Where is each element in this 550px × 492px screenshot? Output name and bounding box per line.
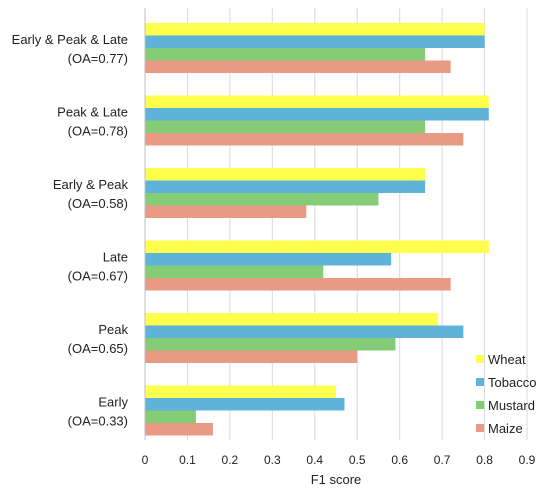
bar-wheat [145, 95, 489, 108]
category-label: Peak [98, 322, 128, 337]
category-label: Late [103, 250, 128, 265]
x-tick-label: 0.7 [434, 453, 451, 467]
x-tick-label: 0.1 [179, 453, 196, 467]
bars [145, 23, 489, 436]
x-tick-labels: 0 0.1 0.2 0.3 0.4 0.5 0.6 0.7 0.8 0.9 [142, 453, 536, 467]
x-tick-label: 0.3 [264, 453, 281, 467]
gridlines [186, 8, 528, 440]
x-axis-title: F1 score [311, 472, 362, 487]
bar-wheat [145, 385, 336, 398]
bar-mustard [145, 193, 379, 206]
category-label: Early & Peak [53, 177, 129, 192]
bar-mustard [145, 338, 396, 351]
bar-mustard [145, 120, 426, 133]
bar-mustard [145, 410, 196, 423]
legend-swatch-maize [476, 424, 484, 432]
legend-label: Maize [488, 421, 523, 436]
x-tick-label: 0.5 [349, 453, 366, 467]
bar-wheat [145, 313, 438, 326]
category-oa-label: (OA=0.65) [68, 341, 128, 356]
legend-swatch-wheat [476, 355, 484, 363]
legend-label: Wheat [488, 352, 526, 367]
bar-mustard [145, 48, 426, 61]
bar-tobacco [145, 180, 426, 193]
bar-tobacco [145, 253, 392, 266]
category-label: Peak & Late [57, 105, 128, 120]
category-oa-label: (OA=0.78) [68, 124, 128, 139]
bar-tobacco [145, 108, 489, 121]
legend: Wheat Tobacco Mustard Maize [476, 352, 536, 436]
x-tick-label: 0.6 [391, 453, 408, 467]
category-label: Early & Peak & Late [12, 32, 128, 47]
bar-wheat [145, 240, 489, 253]
bar-tobacco [145, 398, 345, 411]
x-tick-label: 0.9 [519, 453, 536, 467]
x-tick-label: 0.8 [476, 453, 493, 467]
bar-tobacco [145, 325, 464, 338]
x-tick-label: 0.2 [222, 453, 239, 467]
category-oa-label: (OA=0.33) [68, 414, 128, 429]
bar-maize [145, 205, 307, 218]
bar-maize [145, 278, 451, 291]
bar-maize [145, 423, 213, 436]
category-label: Early [98, 395, 128, 410]
x-tick-label: 0 [142, 453, 149, 467]
bar-maize [145, 133, 464, 146]
category-oa-label: (OA=0.77) [68, 51, 128, 66]
bar-wheat [145, 23, 485, 36]
legend-label: Mustard [488, 398, 535, 413]
bar-mustard [145, 265, 324, 278]
legend-swatch-tobacco [476, 378, 484, 386]
bar-tobacco [145, 35, 485, 48]
legend-swatch-mustard [476, 401, 484, 409]
bar-maize [145, 60, 451, 73]
legend-label: Tobacco [488, 375, 536, 390]
bar-maize [145, 350, 358, 363]
category-oa-label: (OA=0.67) [68, 269, 128, 284]
category-oa-label: (OA=0.58) [68, 196, 128, 211]
x-tick-label: 0.4 [306, 453, 323, 467]
bar-wheat [145, 168, 426, 181]
category-labels: Early & Peak & Late (OA=0.77) Peak & Late (… [12, 32, 129, 429]
